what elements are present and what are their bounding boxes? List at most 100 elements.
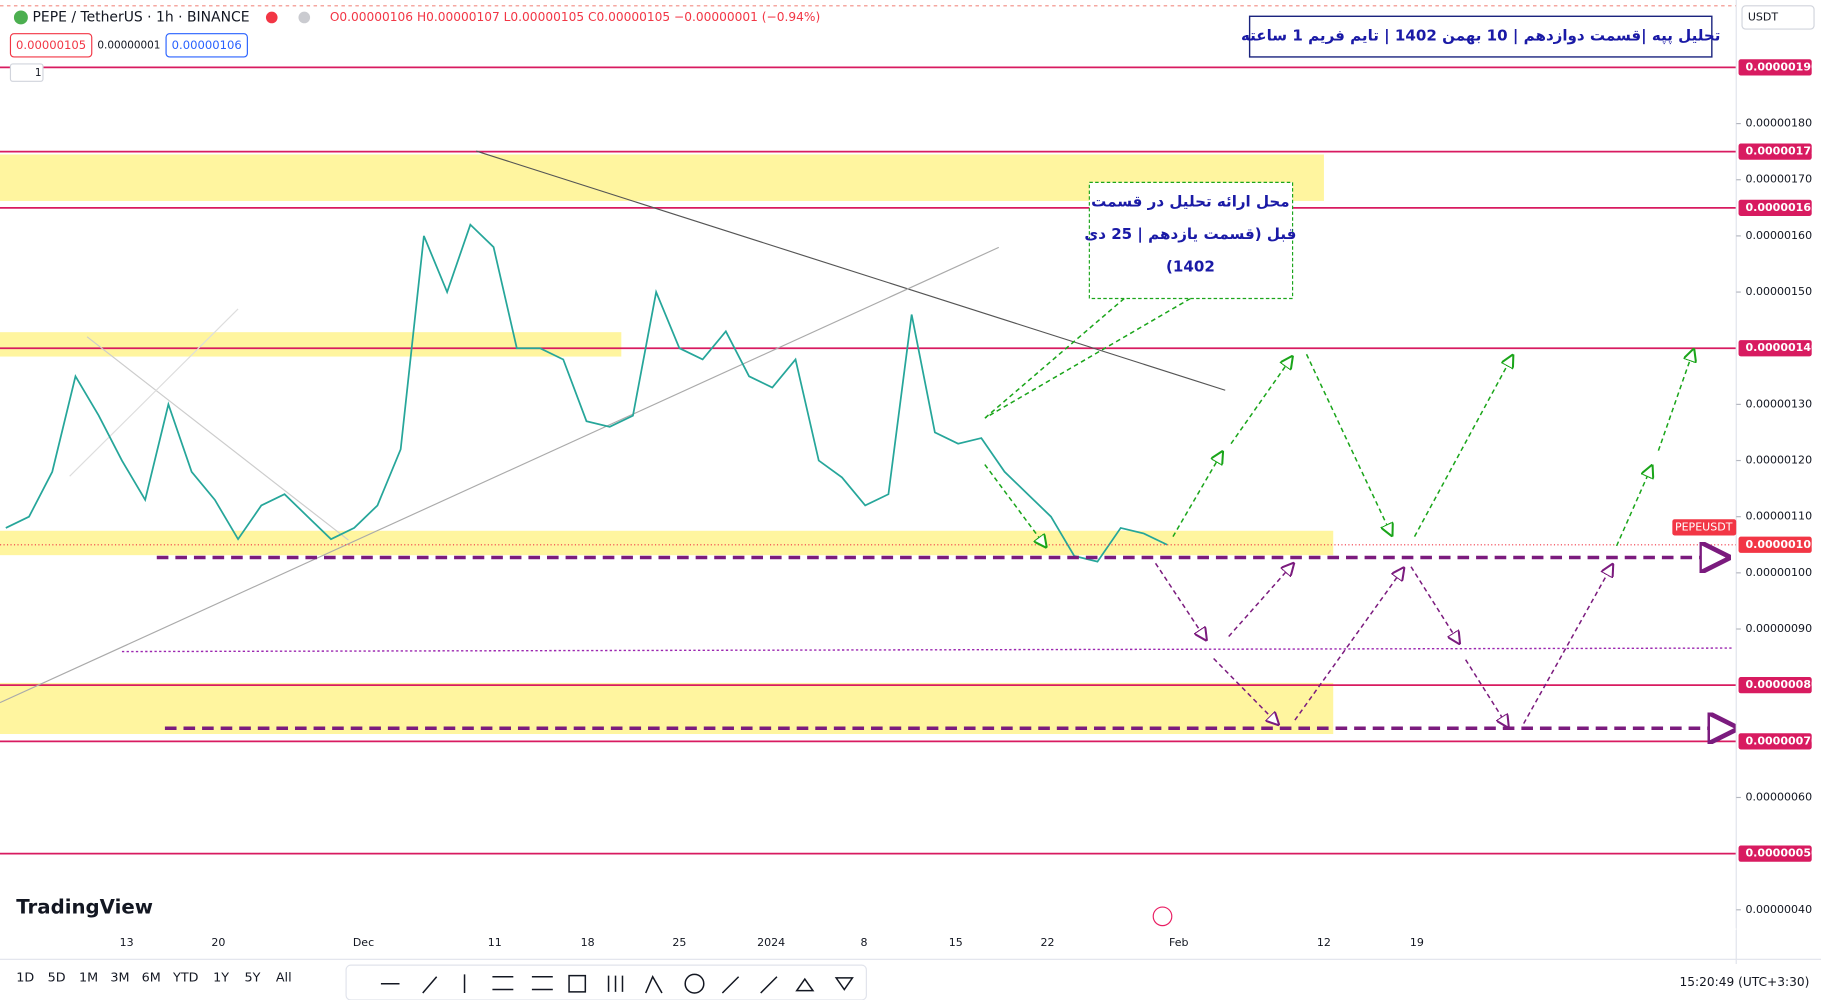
annotation: محل ارائه تحلیل در قسمت قبل (قسمت یازدهم … <box>1084 193 1296 276</box>
trend-line <box>86 336 349 541</box>
level-tag <box>1738 143 1812 160</box>
level-label: 0.00000050 <box>1746 847 1820 860</box>
y-tick-label: 0.00000170 <box>1746 173 1813 186</box>
zone <box>0 530 1334 556</box>
y-tick-label: 0.00000120 <box>1746 454 1813 467</box>
level-tag <box>1738 340 1812 357</box>
range-button[interactable]: 6M <box>142 970 161 985</box>
level-tag <box>1738 199 1812 216</box>
x-tick-label: 25 <box>672 936 686 949</box>
arrow <box>984 464 1045 546</box>
callout-line <box>984 297 1191 419</box>
range-button[interactable]: 1M <box>79 970 98 985</box>
levels <box>0 66 1737 855</box>
price-series <box>0 223 1737 563</box>
buy-button[interactable] <box>165 33 248 58</box>
trend-line <box>69 308 239 477</box>
symbol-icon <box>13 10 28 25</box>
x-tick-label: 2024 <box>757 936 785 949</box>
y-tick-label: 0.00000150 <box>1746 285 1813 298</box>
y-tick-label: 0.00000100 <box>1746 566 1813 579</box>
x-tick-label: 22 <box>1041 936 1055 949</box>
y-tick-label: 0.00000110 <box>1746 510 1813 523</box>
y-tick-label: 0.00000090 <box>1746 622 1813 635</box>
arrow <box>1294 569 1403 721</box>
arrow <box>1154 562 1206 638</box>
range-button[interactable]: 3M <box>110 970 129 985</box>
event-icon[interactable] <box>1152 906 1173 927</box>
level-tag <box>1738 677 1812 694</box>
currency-button[interactable] <box>1741 5 1815 30</box>
y-tick-label: 0.00000060 <box>1746 790 1813 803</box>
arrow <box>1523 566 1612 724</box>
ohlc: O0.00000106 H0.00000107 L0.00000105 C0.0… <box>330 10 820 24</box>
x-tick-label: 8 <box>861 936 868 949</box>
range-button[interactable]: YTD <box>172 970 199 985</box>
zone <box>0 332 622 357</box>
range-button[interactable]: 1D <box>16 970 34 985</box>
price-line <box>5 223 1168 563</box>
indicator-toggle[interactable] <box>9 63 44 82</box>
arrow <box>1305 353 1392 534</box>
level-tag <box>1738 733 1812 750</box>
range-button[interactable]: 1Y <box>213 970 229 985</box>
level-tag <box>1738 59 1812 76</box>
arrow <box>1213 657 1278 724</box>
zone <box>0 682 1334 735</box>
range-button[interactable]: 5Y <box>244 970 260 985</box>
x-tick-label: 11 <box>488 936 502 949</box>
y-tick-label: 0.00000040 <box>1746 903 1813 916</box>
clock: 15:20:49 (UTC+3:30) <box>1680 975 1810 989</box>
buy-price: 0.00000106 <box>172 38 242 52</box>
y-axis: 0.00000180 0.00000170 0.00000160 0.00000150… <box>1672 59 1819 916</box>
level-label: 0.00000080 <box>1746 678 1820 691</box>
spread: 0.00000001 <box>97 39 160 51</box>
x-tick-label: 20 <box>211 936 225 949</box>
x-tick-label: 15 <box>949 936 963 949</box>
range-button[interactable]: 5D <box>48 970 66 985</box>
level-label: 0.00000165 <box>1746 201 1819 214</box>
status <box>298 11 311 24</box>
range-button[interactable]: All <box>276 970 292 985</box>
title-box <box>1248 15 1713 58</box>
x-tick-label: Feb <box>1169 936 1189 949</box>
arrow <box>1464 659 1508 726</box>
arrow <box>1413 357 1513 537</box>
y-tick-label: 0.00000160 <box>1746 229 1813 242</box>
chart-title: تحلیل پپه |قسمت دوازدهم | 10 بهمن 1402 |… <box>1241 27 1720 46</box>
annotation-line: قبل (قسمت یازدهم | 25 دی <box>1084 225 1296 244</box>
arrow <box>1657 351 1693 451</box>
arrow <box>1615 467 1652 547</box>
level-label: 0.00000175 <box>1746 145 1819 158</box>
brand: TradingView <box>16 896 153 919</box>
icon[interactable] <box>380 973 854 994</box>
trend-line <box>0 246 1000 704</box>
level-label: 0.00000140 <box>1746 341 1820 354</box>
sell-price: 0.00000105 <box>16 38 86 52</box>
price-axis <box>1736 0 1821 1000</box>
x-tick-label: Dec <box>353 936 374 949</box>
x-tick-label: 19 <box>1410 936 1424 949</box>
price-tag <box>1738 536 1812 553</box>
level-tag <box>1738 845 1812 862</box>
x-tick-label: 13 <box>120 936 134 949</box>
dotted-line <box>121 647 1733 653</box>
market-status <box>265 11 278 24</box>
arrow <box>1230 358 1291 445</box>
sell-button[interactable] <box>9 33 93 58</box>
zones <box>0 154 1334 735</box>
drawing-toolbar <box>345 964 867 1000</box>
trend-line <box>475 150 1226 391</box>
symbol-tag-label: PEPEUSDT <box>1675 520 1733 533</box>
symbol: PEPE / TetherUS · 1h · BINANCE <box>33 9 250 25</box>
y-tick-label: 0.00000130 <box>1746 397 1813 410</box>
arrow <box>1410 566 1459 642</box>
y-tick-label: 0.00000180 <box>1746 117 1813 130</box>
level-label: 0.00000190 <box>1746 60 1820 73</box>
x-tick-label: 12 <box>1317 936 1331 949</box>
currency: USDT <box>1748 10 1779 23</box>
x-axis: 13 20 Dec 11 18 25 2024 8 15 22 Feb 12 19 <box>120 936 1424 949</box>
x-tick-label: 18 <box>581 936 595 949</box>
